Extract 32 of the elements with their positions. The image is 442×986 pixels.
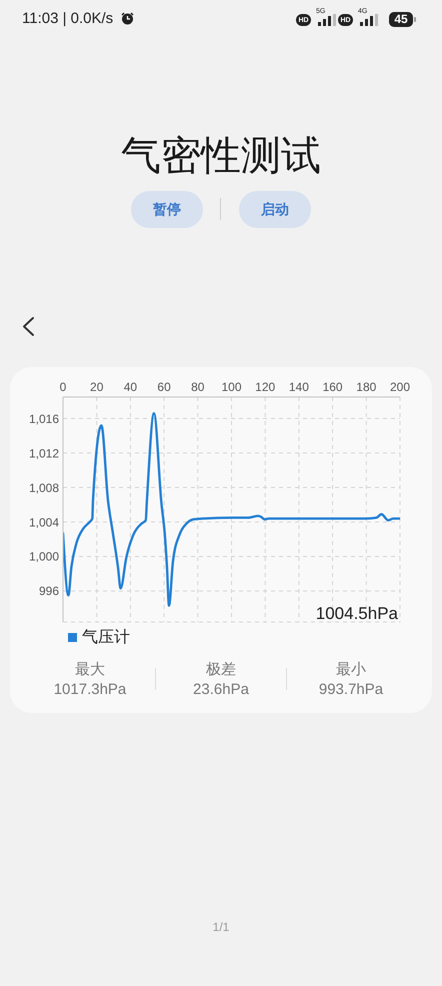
y-tick-label: 1,012 bbox=[28, 446, 60, 460]
y-tick-label: 1,008 bbox=[28, 480, 60, 495]
x-tick-label: 160 bbox=[322, 380, 343, 394]
x-tick-label: 0 bbox=[60, 380, 67, 394]
x-tick-label: 140 bbox=[288, 380, 310, 394]
text: 1/1 bbox=[212, 920, 230, 934]
text: 1017.3hPa bbox=[54, 681, 126, 698]
text: 45 bbox=[394, 12, 408, 27]
x-tick-label: 200 bbox=[390, 380, 410, 394]
legend-label: 气压计 bbox=[82, 628, 130, 646]
text: 最小 bbox=[336, 661, 366, 678]
text: 极差 bbox=[206, 661, 236, 678]
x-tick-label: 40 bbox=[124, 380, 138, 394]
text: 暂停 bbox=[153, 200, 181, 218]
x-tick-label: 180 bbox=[356, 380, 377, 394]
x-tick-label: 20 bbox=[90, 380, 104, 394]
annotation: 1004.5hPa bbox=[316, 604, 398, 623]
x-tick-label: 100 bbox=[221, 380, 242, 394]
x-tick-label: 80 bbox=[191, 380, 205, 394]
text: 23.6hPa bbox=[193, 681, 249, 698]
line-series bbox=[63, 412, 400, 607]
x-tick-label: 120 bbox=[255, 380, 276, 394]
y-tick-label: 1,000 bbox=[28, 550, 60, 564]
y-tick-label: 1,004 bbox=[28, 515, 60, 530]
y-tick-label: 1,016 bbox=[28, 412, 60, 426]
y-tick-label: 996 bbox=[38, 584, 60, 598]
chart-title: 气密性测试 bbox=[121, 134, 321, 178]
text: 启动 bbox=[261, 200, 289, 218]
x-tick-label: 60 bbox=[157, 380, 172, 394]
text: 最大 bbox=[75, 661, 105, 678]
text: 993.7hPa bbox=[318, 681, 384, 698]
text: 11:03 | 0.0K/s bbox=[22, 10, 114, 27]
